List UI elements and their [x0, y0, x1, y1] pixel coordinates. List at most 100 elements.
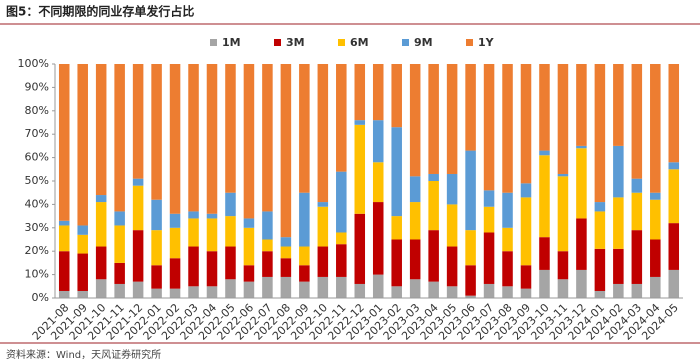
bar-segment — [188, 64, 199, 212]
bar-segment — [539, 64, 550, 151]
bar-segment — [446, 286, 458, 298]
bar-segment — [58, 225, 70, 252]
bar-segment — [576, 218, 587, 270]
bar-segment — [262, 211, 273, 240]
bar-segment — [557, 279, 569, 298]
bar-segment — [446, 64, 458, 174]
legend-label: 9M — [414, 36, 433, 49]
bar-segment — [299, 246, 310, 266]
bar-segment — [206, 286, 218, 298]
bar-segment — [262, 251, 273, 277]
bar-segment — [613, 283, 624, 298]
bar-segment — [465, 295, 476, 298]
bar-segment — [576, 145, 587, 149]
bar-segment — [151, 64, 162, 200]
bar-segment — [95, 195, 107, 203]
bar-segment — [502, 286, 513, 298]
bar-segment — [409, 202, 421, 240]
bar-segment — [409, 176, 421, 203]
bar-segment — [446, 204, 458, 247]
bar-segment — [557, 64, 569, 174]
bar-segment — [520, 197, 532, 266]
y-tick-label: 70% — [25, 127, 49, 140]
bar-segment — [631, 230, 643, 284]
bar-segment — [206, 213, 218, 219]
bar-segment — [428, 230, 439, 282]
y-tick-label: 50% — [25, 174, 49, 187]
bar-segment — [576, 64, 587, 146]
bar-segment — [317, 206, 329, 247]
bar-segment — [188, 246, 199, 287]
bar-segment — [243, 281, 255, 298]
bar-segment — [428, 181, 439, 231]
bar-segment — [280, 64, 292, 238]
bar-segment — [336, 276, 347, 298]
bar-segment — [280, 276, 292, 298]
bar-segment — [557, 173, 569, 177]
bar-segment — [151, 265, 162, 289]
bar-segment — [317, 246, 329, 277]
bar-segment — [650, 199, 661, 240]
bar-segment — [539, 237, 550, 270]
bar-segment — [409, 279, 421, 298]
bar-segment — [391, 216, 402, 240]
bar-segment — [169, 227, 181, 259]
bar-segment — [280, 237, 292, 247]
legend-label: 1M — [222, 36, 241, 49]
bar-segment — [483, 206, 495, 233]
bar-segment — [225, 64, 236, 193]
bar-segment — [557, 176, 569, 252]
bar-segment — [169, 258, 181, 289]
bar-segment — [557, 251, 569, 280]
bar-segment — [225, 216, 236, 247]
legend-label: 6M — [350, 36, 369, 49]
bar-segment — [354, 120, 366, 125]
bar-segment — [132, 230, 144, 282]
y-tick-label: 20% — [25, 244, 49, 257]
bar-segment — [483, 283, 495, 298]
bar-segment — [539, 269, 550, 298]
bar-segment — [132, 281, 144, 298]
bar-segment — [336, 64, 347, 172]
bar-segment — [631, 192, 643, 231]
bar-segment — [520, 288, 532, 298]
legend-swatch — [210, 39, 217, 46]
bar-segment — [243, 265, 255, 282]
bar-segment — [650, 192, 661, 200]
bar-segment — [151, 230, 162, 266]
bar-segment — [631, 283, 643, 298]
bar-segment — [206, 218, 218, 252]
chart-title: 图5：不同期限的同业存单发行占比 — [6, 4, 194, 19]
bar-segment — [613, 64, 624, 146]
bar-segment — [188, 211, 199, 219]
bar-segment — [336, 244, 347, 277]
bar-segment — [446, 246, 458, 287]
bar-segment — [650, 239, 661, 277]
bar-segment — [650, 64, 661, 193]
bar-segment — [465, 265, 476, 296]
bar-segment — [336, 171, 347, 233]
bar-segment — [299, 265, 310, 282]
bar-segment — [668, 223, 680, 270]
bar-segment — [594, 290, 606, 298]
bar-segment — [77, 225, 88, 235]
bar-segment — [77, 253, 88, 291]
bar-segment — [243, 218, 255, 228]
bar-segment — [613, 248, 624, 284]
bar-segment — [428, 281, 439, 298]
bar-segment — [409, 239, 421, 280]
bar-segment — [594, 64, 606, 203]
bar-segment — [77, 234, 88, 254]
bar-segment — [317, 276, 329, 298]
bar-segment — [354, 124, 366, 214]
bar-segment — [95, 64, 107, 196]
bar-segment — [502, 251, 513, 287]
y-tick-label: 60% — [25, 151, 49, 164]
bar-segment — [631, 64, 643, 179]
bar-segment — [206, 64, 218, 214]
bar-segment — [391, 127, 402, 217]
bar-segment — [114, 64, 125, 212]
bar-segment — [668, 169, 680, 224]
bar-segment — [354, 213, 366, 284]
